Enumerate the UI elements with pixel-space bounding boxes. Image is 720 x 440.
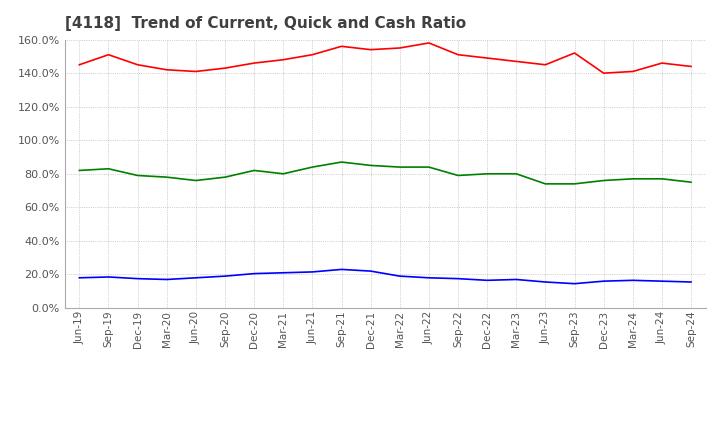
Line: Cash Ratio: Cash Ratio	[79, 269, 691, 284]
Current Ratio	[629, 69, 637, 74]
Cash Ratio	[687, 279, 696, 285]
Cash Ratio	[483, 278, 492, 283]
Cash Ratio	[395, 274, 404, 279]
Current Ratio	[133, 62, 142, 67]
Quick Ratio	[366, 163, 375, 168]
Current Ratio	[395, 45, 404, 51]
Quick Ratio	[483, 171, 492, 176]
Cash Ratio	[425, 275, 433, 280]
Cash Ratio	[104, 274, 113, 279]
Quick Ratio	[512, 171, 521, 176]
Current Ratio	[541, 62, 550, 67]
Cash Ratio	[163, 277, 171, 282]
Cash Ratio	[133, 276, 142, 281]
Line: Current Ratio: Current Ratio	[79, 43, 691, 73]
Quick Ratio	[570, 181, 579, 187]
Quick Ratio	[104, 166, 113, 172]
Text: [4118]  Trend of Current, Quick and Cash Ratio: [4118] Trend of Current, Quick and Cash …	[65, 16, 466, 32]
Current Ratio	[512, 59, 521, 64]
Quick Ratio	[250, 168, 258, 173]
Cash Ratio	[629, 278, 637, 283]
Quick Ratio	[75, 168, 84, 173]
Quick Ratio	[192, 178, 200, 183]
Quick Ratio	[395, 165, 404, 170]
Quick Ratio	[163, 175, 171, 180]
Cash Ratio	[454, 276, 462, 281]
Current Ratio	[337, 44, 346, 49]
Cash Ratio	[541, 279, 550, 285]
Current Ratio	[570, 50, 579, 55]
Current Ratio	[657, 60, 666, 66]
Quick Ratio	[279, 171, 287, 176]
Current Ratio	[425, 40, 433, 46]
Current Ratio	[220, 66, 229, 71]
Cash Ratio	[192, 275, 200, 280]
Cash Ratio	[512, 277, 521, 282]
Cash Ratio	[599, 279, 608, 284]
Line: Quick Ratio: Quick Ratio	[79, 162, 691, 184]
Quick Ratio	[541, 181, 550, 187]
Cash Ratio	[337, 267, 346, 272]
Quick Ratio	[220, 175, 229, 180]
Quick Ratio	[454, 173, 462, 178]
Current Ratio	[163, 67, 171, 73]
Current Ratio	[454, 52, 462, 57]
Cash Ratio	[250, 271, 258, 276]
Cash Ratio	[366, 268, 375, 274]
Quick Ratio	[308, 165, 317, 170]
Current Ratio	[75, 62, 84, 67]
Cash Ratio	[75, 275, 84, 280]
Cash Ratio	[279, 270, 287, 275]
Current Ratio	[366, 47, 375, 52]
Current Ratio	[104, 52, 113, 57]
Quick Ratio	[687, 180, 696, 185]
Current Ratio	[279, 57, 287, 62]
Quick Ratio	[599, 178, 608, 183]
Quick Ratio	[425, 165, 433, 170]
Quick Ratio	[133, 173, 142, 178]
Quick Ratio	[629, 176, 637, 181]
Current Ratio	[308, 52, 317, 57]
Current Ratio	[483, 55, 492, 61]
Current Ratio	[599, 70, 608, 76]
Quick Ratio	[657, 176, 666, 181]
Quick Ratio	[337, 159, 346, 165]
Current Ratio	[250, 60, 258, 66]
Current Ratio	[192, 69, 200, 74]
Cash Ratio	[220, 274, 229, 279]
Cash Ratio	[570, 281, 579, 286]
Cash Ratio	[657, 279, 666, 284]
Current Ratio	[687, 64, 696, 69]
Cash Ratio	[308, 269, 317, 275]
